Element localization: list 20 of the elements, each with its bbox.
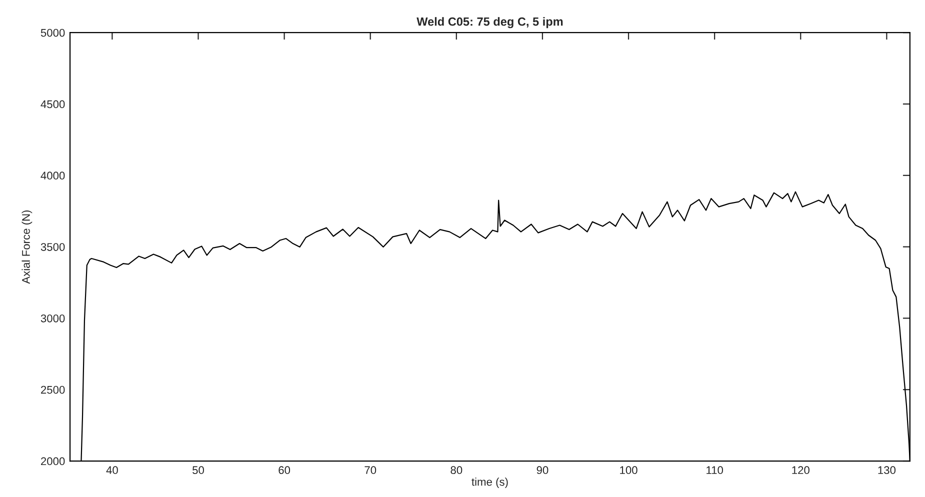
y-tick-label: 3500 xyxy=(40,243,65,251)
x-tick-label: 90 xyxy=(536,466,548,474)
y-tick-label: 3000 xyxy=(40,314,65,322)
y-tick-label: 4500 xyxy=(40,100,65,108)
x-tick-label: 100 xyxy=(620,466,638,474)
x-tick-label: 70 xyxy=(364,466,376,474)
x-tick-label: 120 xyxy=(792,466,810,474)
x-tick-label: 50 xyxy=(192,466,204,474)
x-tick-label: 130 xyxy=(878,466,896,474)
x-tick-label: 40 xyxy=(106,466,118,474)
y-tick-label: 2000 xyxy=(41,457,65,466)
x-tick-label: 60 xyxy=(278,466,290,474)
y-tick-label: 2500 xyxy=(41,386,65,394)
x-tick-label: 80 xyxy=(450,466,462,474)
y-tick-label: 5000 xyxy=(40,28,65,37)
chart-title: Weld C05: 75 deg C, 5 ipm xyxy=(416,17,563,28)
y-tick-label: 4000 xyxy=(40,172,65,180)
x-axis-title: time (s) xyxy=(472,478,508,488)
y-axis-title: Axial Force (N) xyxy=(22,210,32,284)
x-tick-label: 110 xyxy=(706,466,724,474)
